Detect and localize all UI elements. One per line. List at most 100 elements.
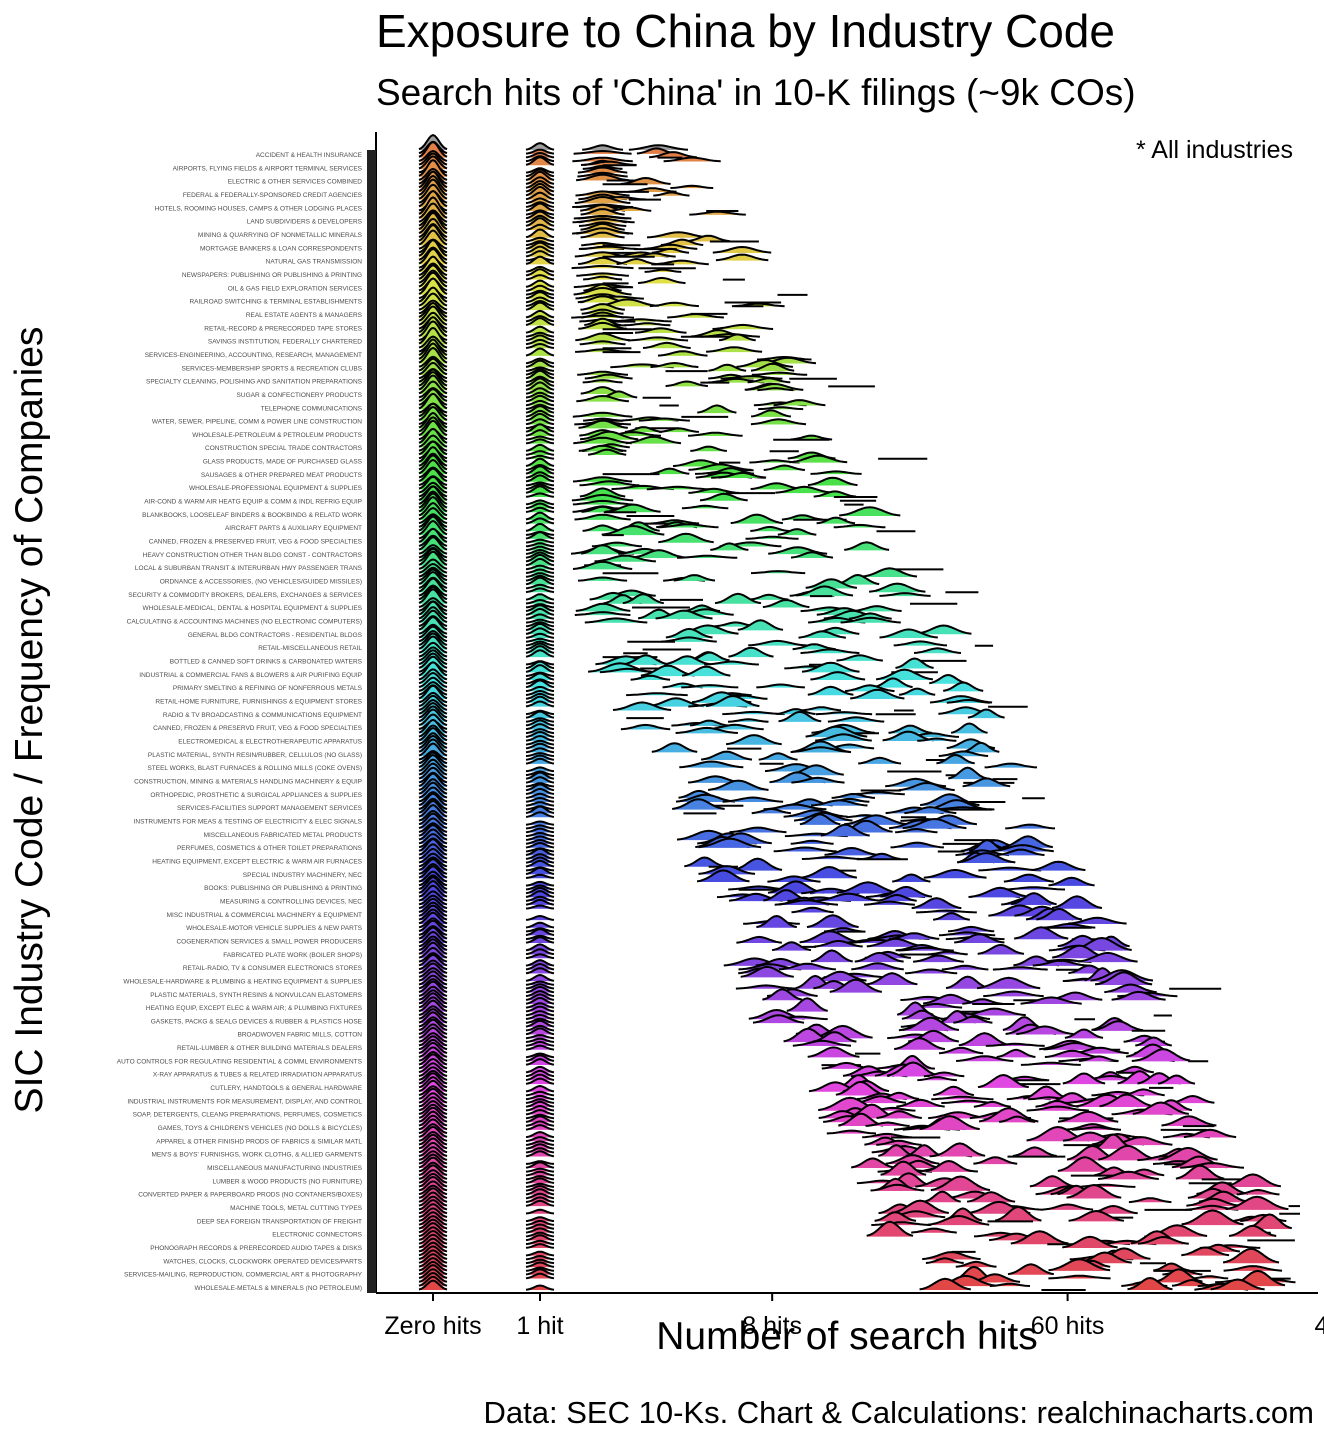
ridge-density-fill <box>756 916 797 928</box>
ridge-density-fill <box>1048 1259 1111 1271</box>
ridge-density-outline <box>573 436 632 445</box>
ridge-density-fill <box>1071 1047 1129 1054</box>
ridge-density-outline <box>634 327 687 334</box>
ridge-density-fill <box>773 400 826 406</box>
ridge-density-outline <box>418 1215 448 1226</box>
ridge-density-outline <box>418 1041 448 1054</box>
ridge-density-fill <box>526 198 554 204</box>
ridge-density-outline <box>418 584 448 597</box>
ridge <box>418 507 847 521</box>
ridge-density-outline <box>525 1058 555 1066</box>
ridge-density-fill <box>624 427 663 433</box>
ridge-density-fill <box>955 1261 997 1268</box>
ridge-density-outline <box>1099 1093 1155 1108</box>
category-label: SERVICES-MEMBERSHIP SPORTS & RECREATION … <box>182 365 363 372</box>
category-label: RETAIL-HOME FURNITURE, FURNISHINGS & EQU… <box>155 699 362 706</box>
category-label: ACCIDENT & HEALTH INSURANCE <box>256 152 363 159</box>
ridge-density-fill <box>576 228 629 234</box>
ridge-density-outline <box>757 387 794 392</box>
ridge-density-fill <box>913 955 964 963</box>
ridge-density-outline <box>911 1227 957 1234</box>
ridge-density-outline <box>525 1100 555 1108</box>
ridge-density-outline <box>866 937 925 948</box>
ridge-density-fill <box>574 514 631 520</box>
ridge <box>418 238 698 251</box>
ridge-density-fill <box>526 1116 554 1123</box>
category-label: PLASTIC MATERIAL, SYNTH RESIN/RUBBER, CE… <box>148 752 362 759</box>
ridge-density-outline <box>418 1199 448 1211</box>
ridge-density-outline <box>418 865 448 879</box>
ridge-density-outline <box>916 909 977 914</box>
ridge-density-outline <box>418 935 448 948</box>
ridge-density-outline <box>418 962 448 974</box>
ridge-density-fill <box>526 1162 554 1168</box>
ridge-density-outline <box>525 572 555 578</box>
ridge-density-fill <box>419 1280 447 1290</box>
ridge-density-outline <box>418 718 448 734</box>
ridge-density-outline <box>418 901 448 913</box>
ridge-density-fill <box>526 1028 554 1035</box>
ridge-density-outline <box>622 593 664 605</box>
ridge-density-outline <box>799 930 861 944</box>
ridge-density-outline <box>418 754 448 768</box>
ridge-density-fill <box>526 843 554 848</box>
ridge-density-fill <box>791 777 845 783</box>
ridge-density-outline <box>1048 876 1095 887</box>
ridge-density-outline <box>418 1260 448 1272</box>
ridge-density-fill <box>1181 1210 1244 1226</box>
ridge <box>418 705 1005 720</box>
category-label: MISCELLANEOUS MANUFACTURING INDUSTRIES <box>207 1165 363 1172</box>
ridge-density-outline <box>525 728 555 735</box>
ridge <box>418 527 714 544</box>
ridge <box>418 447 928 460</box>
ridge-density-fill <box>925 1161 972 1172</box>
ridge-density-fill <box>801 867 857 879</box>
ridge-density-outline <box>578 321 627 330</box>
ridge-density-outline <box>970 886 1030 898</box>
ridge-density-outline <box>1191 1275 1229 1280</box>
ridge-density-outline <box>418 894 448 906</box>
ridge-density-outline <box>525 450 555 456</box>
ridge-density-outline <box>813 490 857 498</box>
ridge-density-outline <box>919 793 980 807</box>
ridge-density-outline <box>525 1084 555 1093</box>
ridge-density-outline <box>418 843 448 856</box>
ridge-density-outline <box>418 985 448 997</box>
ridge <box>418 907 1083 921</box>
ridge-density-outline <box>525 1098 555 1104</box>
ridge-density-fill <box>863 853 901 860</box>
ridge-density-fill <box>576 396 629 402</box>
ridge-density-outline <box>525 1147 555 1154</box>
ridge <box>418 936 1132 952</box>
ridge-density-outline <box>418 419 448 437</box>
ridge-density-outline <box>525 191 555 201</box>
ridge-density-fill <box>526 458 554 467</box>
ridge-density-fill <box>790 552 834 558</box>
ridge <box>418 222 710 239</box>
ridge-density-fill <box>991 845 1054 852</box>
ridge-density-outline <box>919 1115 980 1131</box>
ridge-density-fill <box>862 568 918 578</box>
ridge-density-outline <box>525 1010 555 1017</box>
ridge-density-outline <box>870 1183 925 1192</box>
ridge-density-fill <box>813 971 867 982</box>
ridge-density-outline <box>418 1275 448 1287</box>
ridge-density-outline <box>933 1085 975 1097</box>
ridge-density-fill <box>801 662 860 673</box>
ridge-density-outline <box>583 275 623 281</box>
ridge <box>418 1070 1196 1086</box>
ridge-density-outline <box>418 190 448 208</box>
ridge-density-fill <box>1048 992 1103 1001</box>
ridge-density-outline <box>525 886 555 895</box>
ridge-density-outline <box>923 1071 965 1078</box>
ridge-density-outline <box>1013 926 1069 940</box>
category-label: STEEL WORKS, BLAST FURNACES & ROLLING MI… <box>147 765 362 772</box>
ridge-density-fill <box>684 857 725 867</box>
ridge-density-fill <box>526 444 554 452</box>
ridge-density-outline <box>932 912 970 921</box>
ridge-density-outline <box>756 914 798 929</box>
ridge-density-fill <box>690 446 727 452</box>
ridge-density-fill <box>781 515 823 520</box>
ridge-density-outline <box>418 402 448 418</box>
ridge-density-outline <box>775 485 834 494</box>
